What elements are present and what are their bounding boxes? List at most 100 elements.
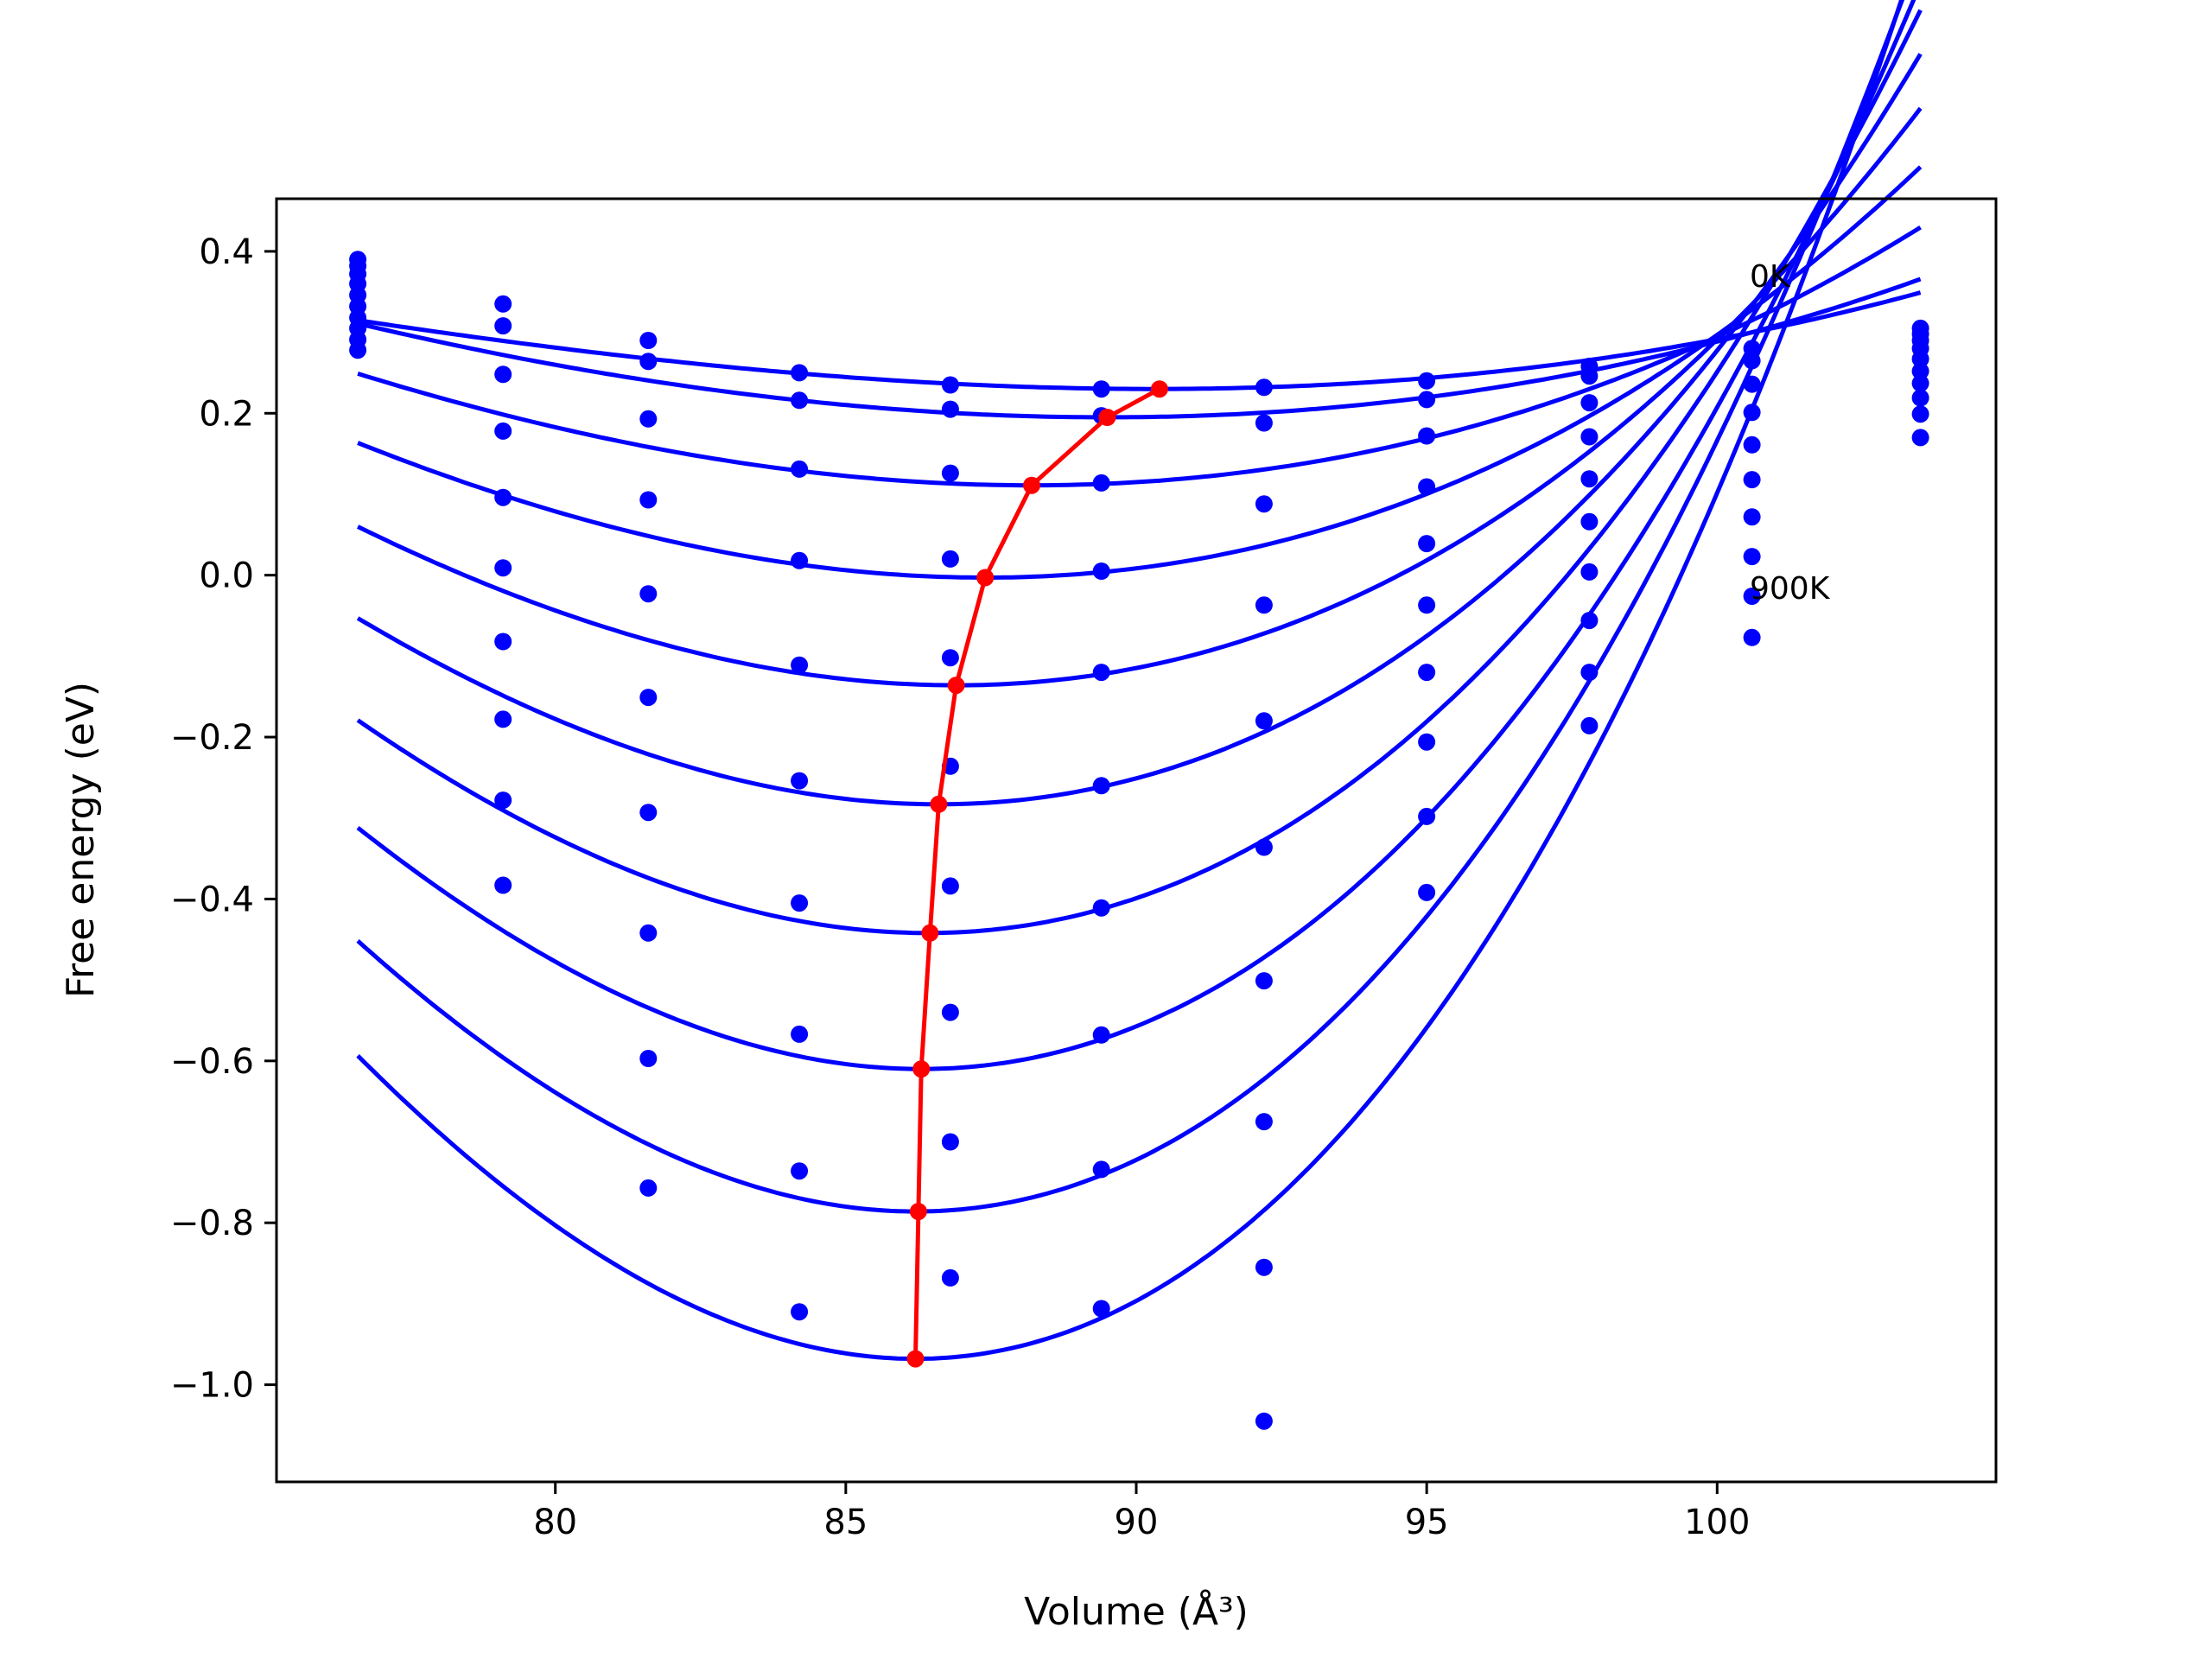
data-point-s10-3 — [639, 1179, 658, 1197]
data-point-s5-3 — [639, 585, 658, 603]
fitted-curve-4 — [357, 165, 1923, 580]
fitted-curve-10 — [356, 0, 1904, 1362]
data-point-s9-4 — [791, 1162, 809, 1180]
data-point-s2-7 — [1255, 414, 1273, 432]
data-point-s10-11 — [1911, 429, 1929, 447]
data-point-s10-2 — [494, 876, 512, 894]
data-point-s9-10 — [1743, 588, 1761, 605]
data-point-s4-8 — [1418, 478, 1436, 496]
data-point-s8-6 — [1092, 1026, 1110, 1044]
data-point-s6-9 — [1580, 512, 1599, 531]
data-point-s10-8 — [1418, 883, 1436, 901]
y-tick-label-5: −0.6 — [170, 1042, 254, 1082]
data-point-s6-7 — [1255, 838, 1273, 856]
data-point-s3-2 — [494, 365, 512, 384]
data-point-s5-5 — [941, 649, 959, 667]
x-tick-label-85: 85 — [823, 1503, 868, 1542]
data-point-s8-4 — [791, 1025, 809, 1043]
data-point-s2-3 — [639, 353, 658, 371]
y-tick-label-0: 0.4 — [199, 232, 254, 272]
y-tick-label-7: −1.0 — [170, 1366, 254, 1406]
x-tick-label-100: 100 — [1684, 1503, 1750, 1542]
fitted-curve-5 — [357, 106, 1923, 688]
minima-point-2 — [1098, 409, 1116, 426]
minima-point-1 — [1150, 380, 1168, 398]
fitted-curve-7 — [356, 9, 1923, 936]
data-point-s5-11 — [1911, 350, 1929, 368]
y-tick-label-4: −0.4 — [170, 880, 254, 919]
data-point-s9-11 — [1911, 405, 1929, 423]
data-point-s6-4 — [791, 772, 809, 790]
minima-point-10 — [906, 1350, 925, 1368]
minima-point-8 — [912, 1060, 931, 1078]
data-point-s3-4 — [791, 460, 809, 478]
minima-point-7 — [921, 924, 939, 942]
data-point-s6-3 — [639, 689, 658, 707]
data-point-s5-6 — [1092, 664, 1110, 682]
y-tick-label-3: −0.2 — [170, 718, 254, 758]
data-point-s7-10 — [1743, 508, 1761, 526]
data-point-s7-8 — [1418, 664, 1436, 682]
data-point-s8-7 — [1255, 1113, 1273, 1131]
data-point-s1-4 — [791, 364, 809, 382]
data-point-s1-8 — [1418, 372, 1436, 390]
data-point-s5-4 — [791, 656, 809, 674]
fitted-curve-9 — [356, 0, 1905, 1214]
data-point-s3-8 — [1418, 427, 1436, 445]
data-point-s5-2 — [494, 488, 512, 506]
data-point-s7-6 — [1092, 899, 1110, 917]
data-point-s1-10 — [1743, 340, 1761, 358]
data-point-s1-7 — [1255, 378, 1273, 397]
y-tick-label-2: 0.0 — [199, 556, 254, 596]
data-point-s10-6 — [1092, 1300, 1110, 1318]
data-point-s9-5 — [941, 1133, 959, 1151]
data-point-s5-9 — [1580, 470, 1599, 488]
data-point-s9-3 — [639, 1050, 658, 1067]
data-point-s6-10 — [1743, 471, 1761, 489]
minima-point-4 — [976, 569, 995, 587]
data-point-s10-10 — [1743, 628, 1761, 646]
data-point-s4-3 — [639, 491, 658, 509]
data-point-s7-7 — [1255, 972, 1273, 990]
data-point-s5-7 — [1255, 712, 1273, 730]
data-point-s4-9 — [1580, 428, 1599, 446]
minima-line — [906, 380, 1168, 1368]
data-point-s3-7 — [1255, 495, 1273, 513]
data-point-s3-5 — [941, 464, 959, 482]
data-point-s1-3 — [639, 332, 658, 349]
minima-point-6 — [930, 795, 948, 813]
data-point-s2-2 — [494, 317, 512, 335]
data-point-s8-2 — [494, 710, 512, 728]
x-axis: 80 85 90 95 100 — [533, 1482, 1750, 1542]
data-point-s8-10 — [1743, 548, 1761, 566]
data-point-s1-6 — [1092, 380, 1110, 398]
data-point-s9-8 — [1418, 807, 1436, 825]
data-points — [349, 251, 1929, 1430]
fitted-curve-1 — [357, 290, 1922, 391]
data-point-s8-3 — [639, 924, 658, 942]
data-point-s10-1 — [349, 341, 367, 359]
data-point-s10-9 — [1580, 716, 1599, 734]
data-point-s10-7 — [1255, 1412, 1273, 1430]
data-point-s1-5 — [941, 376, 959, 394]
data-point-s3-3 — [639, 410, 658, 428]
fitted-curve-2 — [357, 276, 1922, 420]
minima-point-5 — [947, 677, 965, 695]
fitted-curve-8 — [356, 0, 1916, 1071]
data-point-s7-11 — [1911, 374, 1929, 392]
data-point-s4-6 — [1092, 563, 1110, 580]
x-tick-label-90: 90 — [1115, 1503, 1159, 1542]
data-point-s7-9 — [1580, 563, 1599, 581]
minima-path — [913, 387, 1161, 1359]
data-point-s10-4 — [791, 1303, 809, 1321]
data-point-s3-10 — [1743, 375, 1761, 393]
minima-point-3 — [1023, 476, 1040, 494]
data-point-s1-2 — [494, 295, 512, 313]
data-point-s8-9 — [1580, 612, 1599, 630]
data-point-s3-9 — [1580, 394, 1599, 412]
y-tick-label-6: −0.8 — [170, 1204, 254, 1243]
annotation-900k: 900K — [1750, 571, 1831, 607]
data-point-s3-6 — [1092, 474, 1110, 492]
annotation-0k: 0K — [1750, 259, 1791, 295]
